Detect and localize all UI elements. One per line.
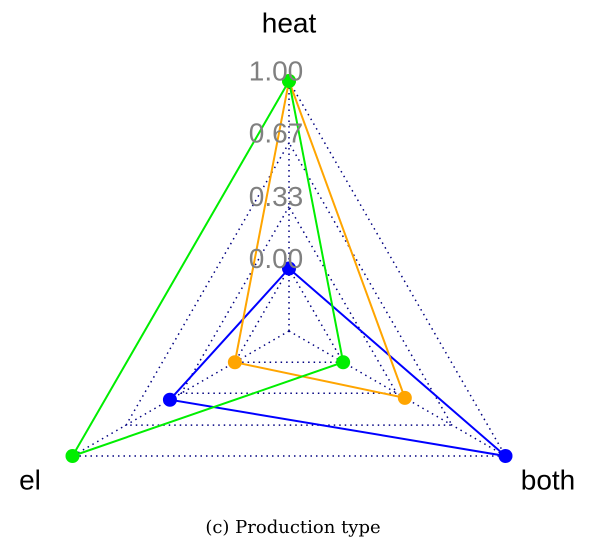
series-line (233, 77, 407, 400)
tick-label: 0.00 (249, 243, 304, 274)
point (282, 74, 296, 88)
point (397, 390, 412, 405)
tick-label: 0.33 (249, 181, 304, 212)
point (227, 355, 242, 370)
point (498, 449, 513, 463)
tick-label: 1.00 (249, 55, 304, 86)
point (162, 392, 177, 407)
caption: (c) Production type (205, 517, 380, 538)
point (336, 355, 351, 370)
series-line (167, 267, 509, 458)
grid-ring (233, 266, 345, 363)
grid-ring (179, 205, 399, 394)
grid-ring (71, 79, 507, 457)
series-line (70, 78, 345, 458)
point (65, 449, 80, 463)
grid-ring (124, 141, 454, 426)
tick-label: 0.67 (249, 117, 304, 148)
axis-label: el (19, 464, 41, 495)
axis-label: heat (262, 7, 317, 38)
axis-label: both (521, 464, 576, 495)
point (282, 261, 296, 276)
